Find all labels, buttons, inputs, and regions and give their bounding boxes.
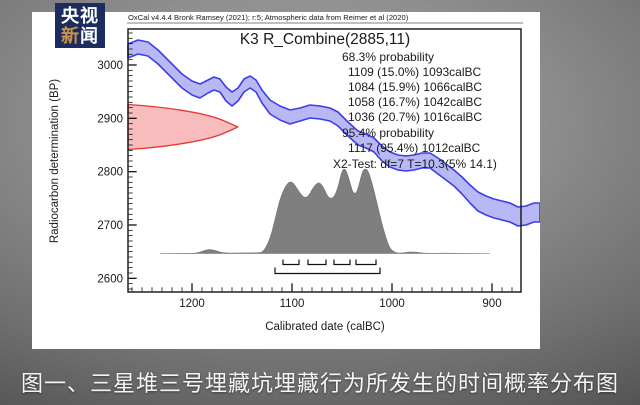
y-tick-label: 2900 [97,113,123,125]
probability-range-brackets [274,259,381,275]
calibration-curve-band [127,39,540,227]
chart-panel: OxCal v4.4.4 Bronk Ramsey (2021); r:5; A… [32,12,540,349]
axis-tick-labels: 1200 1100 1000 900 3000 2900 2800 2700 2600 [97,60,501,310]
range-bracket-95 [274,267,381,275]
x-tick-label: 900 [482,298,501,310]
logo-char: 闻 [80,26,99,46]
oxcal-plot: OxCal v4.4.4 Bronk Ramsey (2021); r:5; A… [49,13,540,333]
range-bracket-68 [307,259,327,266]
x-tick-label: 1200 [179,298,205,310]
stat-line: 68.3% probability [342,50,434,64]
stat-line: 1117 (95.4%) 1012calBC [348,141,481,155]
range-bracket-68 [355,259,377,266]
y-tick-label: 2700 [97,220,123,232]
stat-line: 95.4% probability [342,126,434,140]
logo-char: 新 [61,26,80,46]
logo-line-1: 央视 [55,6,105,26]
stat-line: X2-Test: df=7 T=10.3(5% 14.1) [333,157,497,171]
logo-char: 央 [61,6,80,26]
stat-line: 1036 (20.7%) 1016calBC [348,110,482,124]
y-tick-label: 2600 [97,273,123,285]
stat-line: 1058 (16.7%) 1042calBC [348,95,482,109]
calibrated-posterior-curve [159,168,491,254]
axis-ticks [128,32,513,292]
x-tick-label: 1100 [280,298,305,310]
y-tick-label: 2800 [97,167,123,179]
oxcal-attribution: OxCal v4.4.4 Bronk Ramsey (2021); r:5; A… [128,13,409,22]
stat-line: 1084 (15.9%) 1066calBC [348,80,482,94]
plot-title: K3 R_Combine(2885,11) [240,31,410,48]
logo-line-2: 新闻 [55,26,105,46]
logo-char: 视 [80,6,99,26]
y-tick-label: 3000 [97,60,123,72]
figure-caption: 图一、三星堆三号埋藏坑埋藏行为所发生的时间概率分布图 [20,371,619,396]
range-bracket-68 [282,259,300,266]
plot-border [127,28,522,293]
range-bracket-68 [333,259,351,266]
x-tick-label: 1000 [379,298,405,310]
cctv-news-logo: 央视 新闻 [55,3,105,48]
radiocarbon-likelihood-curve [127,103,239,151]
stat-line: 1109 (15.0%) 1093calBC [348,65,482,79]
y-axis-label: Radiocarbon determination (BP) [49,79,61,243]
x-axis-label: Calibrated date (calBC) [265,321,385,333]
